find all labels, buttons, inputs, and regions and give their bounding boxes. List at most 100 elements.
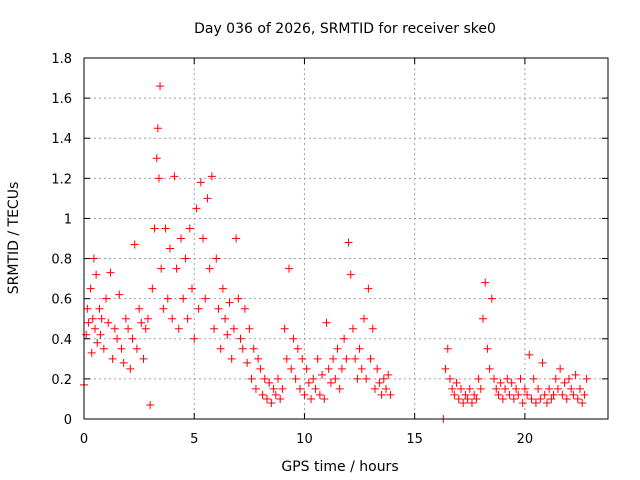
data-point [102,294,111,303]
data-point [183,314,192,323]
x-tick-label: 15 [406,432,423,447]
data-point [212,254,221,263]
data-point [494,390,503,399]
data-point [135,304,144,313]
data-point [370,384,379,393]
data-point [445,374,454,383]
data-point [251,384,260,393]
data-point [229,324,238,333]
data-point [551,374,560,383]
data-point [571,370,580,379]
data-point [298,354,307,363]
data-point [368,324,377,333]
data-point [117,344,126,353]
data-point [461,390,470,399]
x-tick-label: 20 [517,432,534,447]
data-point [331,374,340,383]
x-tick-label: 0 [80,432,88,447]
data-point [384,370,393,379]
y-axis-title: SRMTID / TECUs [6,182,22,295]
data-point [106,268,115,277]
data-point [128,334,137,343]
data-point [161,224,170,233]
data-point [307,394,316,403]
data-point [309,374,318,383]
data-point [271,390,280,399]
data-point [509,394,518,403]
data-point [130,240,139,249]
data-point [234,294,243,303]
data-point [313,354,322,363]
data-point [110,324,119,333]
data-points [80,82,591,423]
data-point [143,314,152,323]
y-tick-label: 1.6 [51,92,72,107]
data-point [373,364,382,373]
data-point [179,294,188,303]
data-point [311,384,320,393]
data-point [490,374,499,383]
data-point [88,314,97,323]
y-tick-label: 1.8 [51,52,72,67]
data-point [97,314,106,323]
chart-title: Day 036 of 2026, SRMTID for receiver ske… [194,21,496,37]
data-point [382,384,391,393]
data-point [276,394,285,403]
data-point [300,390,309,399]
data-point [501,384,510,393]
data-point [503,374,512,383]
data-point [82,330,91,339]
data-point [346,270,355,279]
data-point [214,304,223,313]
data-point [108,354,117,363]
data-point [223,330,232,339]
data-point [285,264,294,273]
data-point [516,374,525,383]
data-point [514,390,523,399]
data-point [302,364,311,373]
data-point [153,124,162,133]
data-point [293,344,302,353]
data-point [148,284,157,293]
data-point [84,318,93,327]
data-point [448,384,457,393]
data-point [364,284,373,293]
data-point [443,344,452,353]
data-point [86,284,95,293]
y-tick-label: 1.2 [51,172,72,187]
data-point [456,384,465,393]
data-point [527,394,536,403]
data-point [95,304,104,313]
data-point [188,284,197,293]
data-point [141,324,150,333]
data-point [576,384,585,393]
data-point [450,390,459,399]
data-point [465,384,474,393]
data-point [199,234,208,243]
data-point [454,394,463,403]
data-point [359,314,368,323]
data-point [93,338,102,347]
data-point [337,364,346,373]
data-point [523,390,532,399]
data-point [238,344,247,353]
data-point [154,174,163,183]
data-point [159,304,168,313]
data-point [126,364,135,373]
data-point [194,304,203,313]
data-point [99,344,108,353]
data-point [335,384,344,393]
y-tick-label: 1.4 [51,132,72,147]
data-point [507,378,516,387]
data-point [190,334,199,343]
data-point [280,324,289,333]
data-point [329,354,338,363]
data-point [375,378,384,387]
data-point [569,390,578,399]
data-point [366,354,375,363]
data-point [487,294,496,303]
data-point [267,398,276,407]
data-point [265,378,274,387]
data-point [463,394,472,403]
y-tick-label: 0.4 [51,333,72,348]
